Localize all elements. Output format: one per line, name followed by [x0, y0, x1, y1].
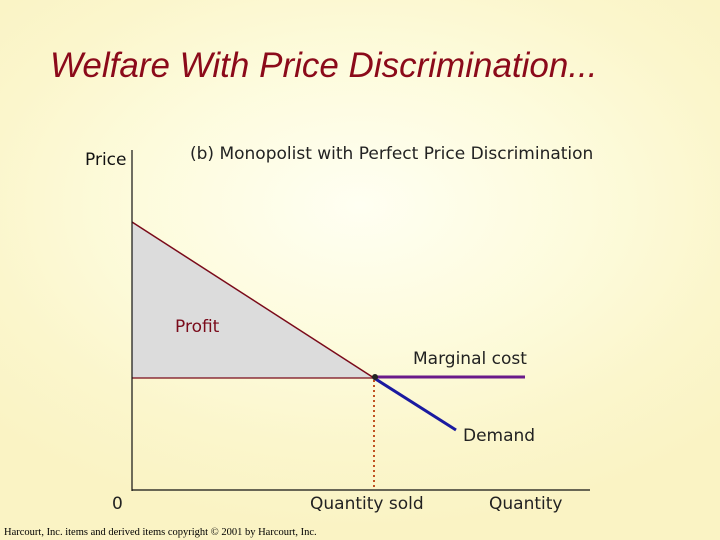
graph-subtitle: (b) Monopolist with Perfect Price Discri… — [190, 144, 594, 164]
y-axis-label: Price — [85, 150, 127, 170]
origin-label: 0 — [112, 494, 123, 514]
copyright-footer: Harcourt, Inc. items and derived items c… — [4, 527, 317, 538]
quantity-sold-label: Quantity sold — [310, 494, 424, 514]
demand-label: Demand — [463, 426, 536, 446]
slide-title: Welfare With Price Discrimination... — [50, 46, 598, 85]
profit-label: Profit — [175, 317, 220, 337]
x-axis-label: Quantity — [489, 494, 563, 514]
demand-curve-upper — [131, 221, 375, 379]
marginal-cost-label: Marginal cost — [413, 349, 527, 369]
equilibrium-point — [372, 374, 378, 380]
demand-curve-lower — [373, 376, 457, 432]
